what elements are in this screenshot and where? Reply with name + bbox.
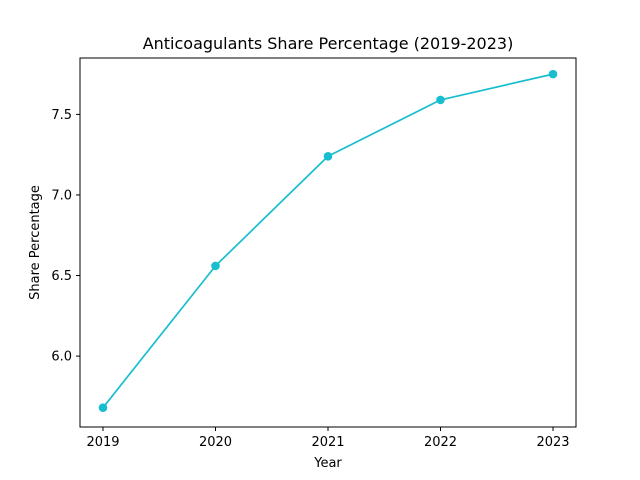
x-tick-label: 2023 (536, 435, 569, 450)
y-axis-ticks: 6.0 6.5 7.0 7.5 (51, 108, 80, 365)
y-tick-label: 7.0 (51, 188, 72, 203)
axes-frame (79, 57, 577, 428)
y-tick-label: 6.0 (51, 350, 72, 365)
chart-title: Anticoagulants Share Percentage (2019-20… (143, 34, 514, 53)
data-point (436, 95, 445, 105)
x-axis-label: Year (313, 456, 342, 471)
y-axis-label: Share Percentage (28, 185, 43, 300)
x-tick-label: 2022 (424, 435, 457, 450)
data-point (98, 403, 108, 412)
data-point (211, 261, 220, 271)
y-tick-label: 7.5 (51, 108, 72, 123)
x-tick-label: 2021 (311, 435, 344, 450)
x-axis-ticks: 2019 2020 2021 2022 2023 (86, 427, 570, 450)
x-tick-label: 2020 (199, 435, 232, 450)
y-tick-label: 6.5 (51, 269, 72, 284)
data-point (548, 69, 558, 79)
data-point (323, 151, 333, 161)
x-tick-label: 2019 (86, 435, 119, 450)
series-layer (98, 69, 558, 412)
